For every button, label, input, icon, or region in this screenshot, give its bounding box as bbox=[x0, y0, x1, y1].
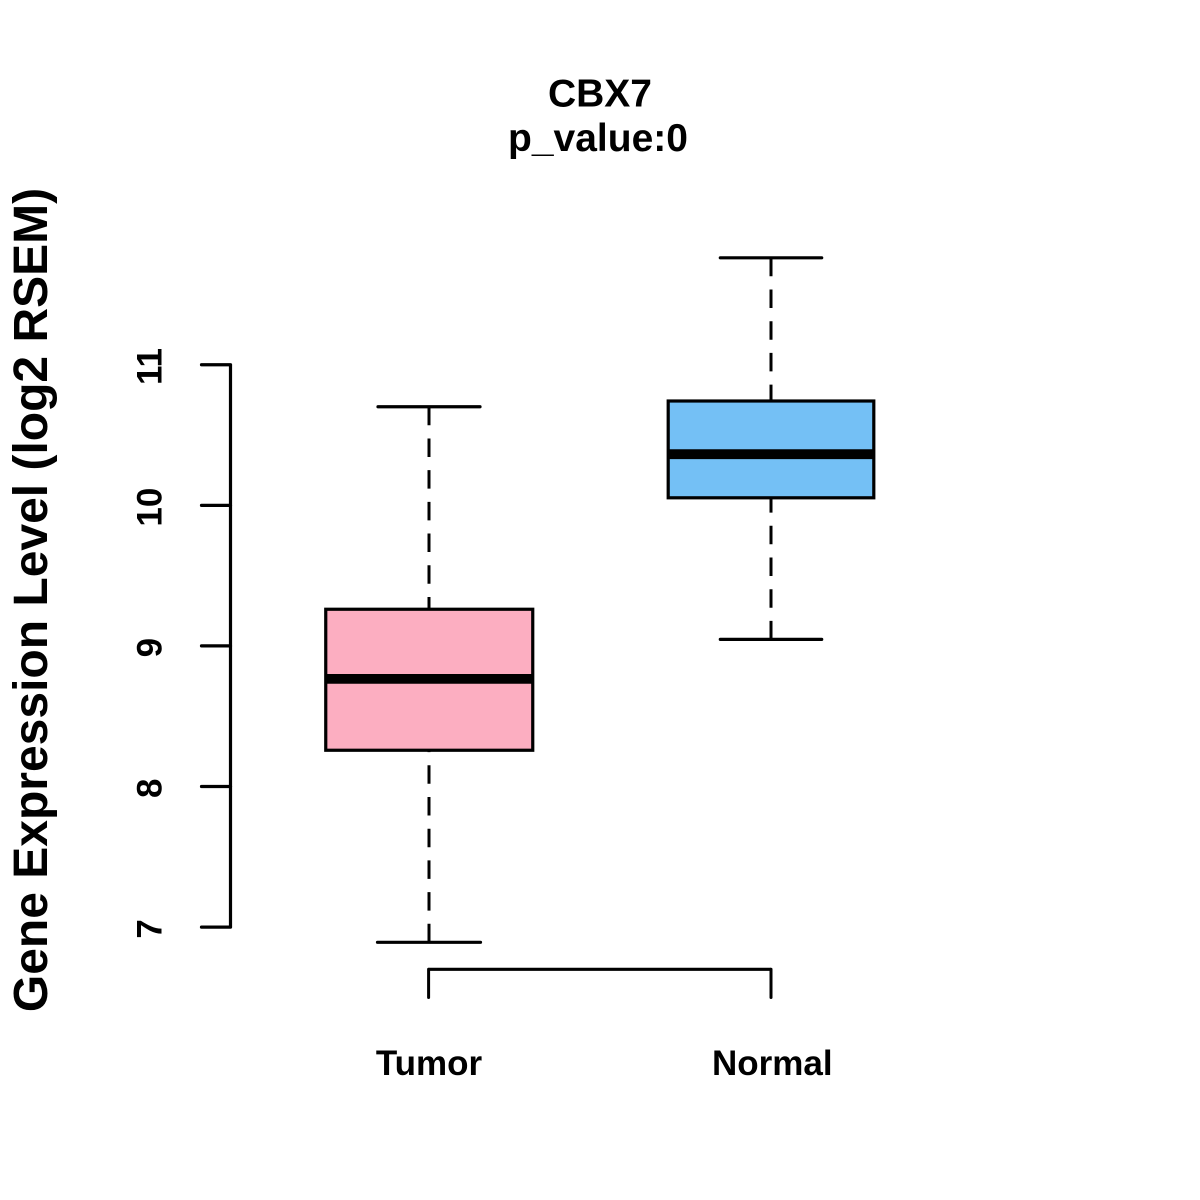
svg-text:Normal: Normal bbox=[712, 1044, 833, 1083]
svg-text:10: 10 bbox=[131, 488, 170, 527]
svg-text:7: 7 bbox=[131, 919, 170, 938]
svg-text:8: 8 bbox=[131, 779, 170, 798]
svg-text:9: 9 bbox=[131, 638, 170, 657]
svg-text:p_value:0: p_value:0 bbox=[508, 117, 688, 160]
svg-text:Tumor: Tumor bbox=[376, 1044, 483, 1083]
svg-text:11: 11 bbox=[131, 348, 170, 385]
svg-text:CBX7: CBX7 bbox=[548, 72, 652, 115]
svg-text:Gene Expression Level (log2 RS: Gene Expression Level (log2 RSEM) bbox=[5, 188, 58, 1012]
